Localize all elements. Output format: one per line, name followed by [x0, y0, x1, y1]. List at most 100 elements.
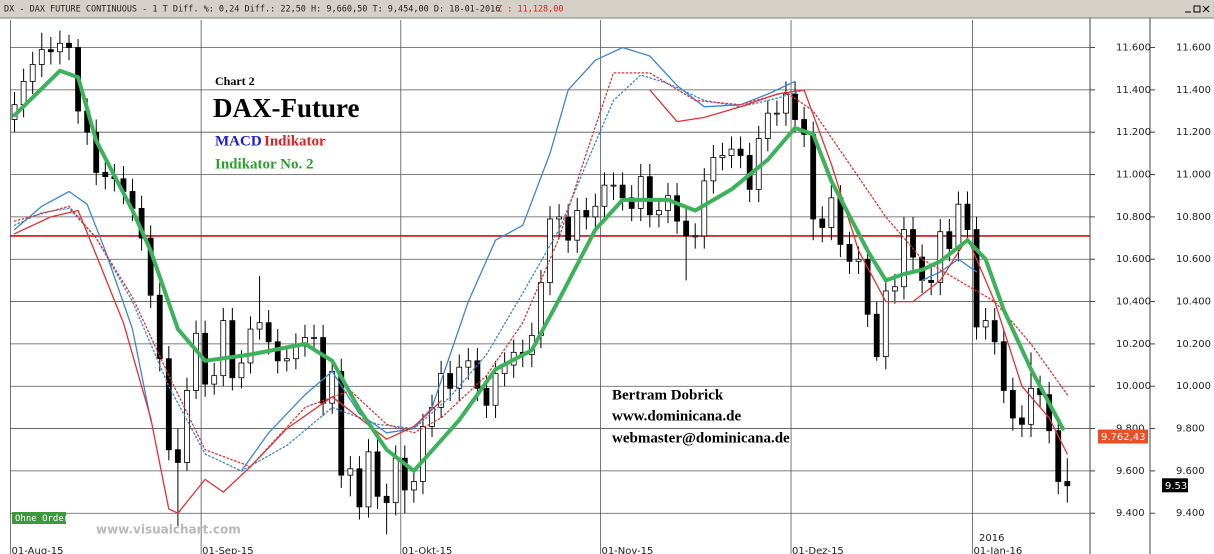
- candle-body: [547, 218, 553, 283]
- candle-body: [156, 294, 163, 360]
- candle-body: [982, 320, 989, 328]
- candle-body: [174, 449, 181, 463]
- title-bar: [0, 0, 1214, 18]
- candle-body: [828, 197, 835, 228]
- indicator-line: [13, 74, 805, 472]
- candle-body: [220, 320, 227, 377]
- candle-body: [583, 210, 590, 218]
- candle-body: [846, 243, 853, 262]
- y-tick-label: 9.600: [1116, 466, 1145, 477]
- candle-body: [556, 216, 562, 220]
- website: www.dominicana.de: [612, 408, 742, 424]
- y-tick-label: 10.600: [1116, 254, 1151, 265]
- y-tick-label: 11.000: [1116, 170, 1151, 181]
- candle-body: [1009, 390, 1016, 419]
- maximize[interactable]: [1193, 5, 1201, 13]
- candle-body: [184, 390, 190, 463]
- candle-body: [692, 235, 699, 238]
- candle-body: [801, 119, 808, 135]
- candle-body: [383, 495, 390, 504]
- candle-body: [93, 131, 100, 173]
- title-bar-z: Z : 11,128,00: [497, 5, 564, 15]
- candle-body: [973, 229, 980, 328]
- candle-body: [628, 197, 635, 209]
- title-bar-text: DX - DAX FUTURE CONTINUOUS - 1 T Diff. %…: [4, 5, 500, 15]
- x-tick-label: 01-Aug-15: [12, 546, 64, 554]
- candle-body: [147, 237, 154, 296]
- y-tick-label: 11.400: [1116, 85, 1151, 96]
- y2-tick-label: 11.600: [1176, 43, 1211, 54]
- legend-macd: MACD: [215, 133, 262, 149]
- candle-body: [683, 220, 690, 237]
- y2-tick-label: 10.200: [1176, 339, 1211, 350]
- candle-body: [619, 184, 626, 199]
- candle-body: [810, 133, 817, 220]
- candle-body: [401, 457, 408, 491]
- candle-body: [764, 112, 771, 139]
- orders-badge-text: Ohne Orders: [15, 514, 75, 524]
- candle-body: [610, 184, 617, 187]
- y-tick-label: 11.200: [1116, 127, 1151, 138]
- legend-indikator: Indikator: [264, 133, 326, 149]
- candle-body: [819, 218, 826, 228]
- y-tick-label: 10.400: [1116, 297, 1151, 308]
- candle-body: [483, 387, 490, 406]
- candle-body: [565, 216, 572, 241]
- candle-body: [737, 148, 744, 156]
- candle-body: [964, 203, 971, 230]
- author: Bertram Dobrick: [612, 387, 724, 403]
- candle-body: [864, 258, 871, 315]
- y2-tick-label: 9.400: [1176, 508, 1205, 519]
- candle-body: [792, 93, 798, 120]
- candle-body: [392, 457, 399, 504]
- candle-body: [891, 286, 898, 292]
- chart-label: Chart 2: [215, 74, 255, 88]
- y-tick-label: 10.200: [1116, 339, 1151, 350]
- x-tick-label: 01-Okt-15: [402, 546, 453, 554]
- candle-body: [937, 231, 944, 283]
- candle-body: [710, 157, 717, 182]
- candle-body: [855, 258, 862, 262]
- email: webmaster@dominicana.de: [612, 430, 790, 446]
- y2-tick-label: 11.200: [1176, 127, 1211, 138]
- candle-body: [211, 375, 218, 385]
- indicator-line: [13, 72, 1068, 468]
- candle-body: [374, 451, 381, 497]
- legend-indikator-2: Indikator No. 2: [215, 156, 314, 172]
- candle-body: [356, 468, 363, 508]
- price-label: 9.532: [1165, 481, 1194, 492]
- heading: DAX-Future: [213, 93, 359, 123]
- candle-body: [882, 290, 889, 357]
- price-label-box: [1162, 478, 1188, 493]
- candle-body: [574, 210, 581, 241]
- candle-body: [265, 322, 272, 343]
- window-controls[interactable]: [1185, 5, 1210, 13]
- annotations: Chart 2 DAX-Future MACD Indikator Indika…: [12, 74, 1004, 544]
- candle-body: [665, 195, 671, 211]
- candle-body: [256, 322, 263, 330]
- candle-body: [1055, 430, 1062, 482]
- candle-body: [420, 426, 426, 482]
- candle-body: [29, 64, 36, 82]
- candle-body: [193, 332, 199, 391]
- y-tick-label: 10.000: [1116, 381, 1151, 392]
- price-label-box: [1098, 429, 1148, 444]
- x-tick-label: 01-Sep-15: [202, 546, 254, 554]
- y2-tick-label: 11.000: [1176, 170, 1211, 181]
- candle-body: [465, 360, 472, 368]
- orders-badge[interactable]: [12, 512, 66, 524]
- candle-body: [1000, 341, 1007, 391]
- candle-body: [365, 451, 372, 508]
- close[interactable]: [1202, 5, 1210, 13]
- candle-body: [955, 203, 962, 250]
- candle-body: [1019, 417, 1025, 425]
- candle-body: [719, 155, 726, 159]
- candle-body: [901, 229, 907, 288]
- candle-body: [674, 195, 680, 222]
- y2-tick-label: 11.400: [1176, 85, 1211, 96]
- candle-body: [474, 360, 481, 389]
- candle-body: [773, 112, 780, 115]
- y-tick-label: 9.400: [1116, 508, 1145, 519]
- watermark: www.visualchart.com: [96, 523, 241, 537]
